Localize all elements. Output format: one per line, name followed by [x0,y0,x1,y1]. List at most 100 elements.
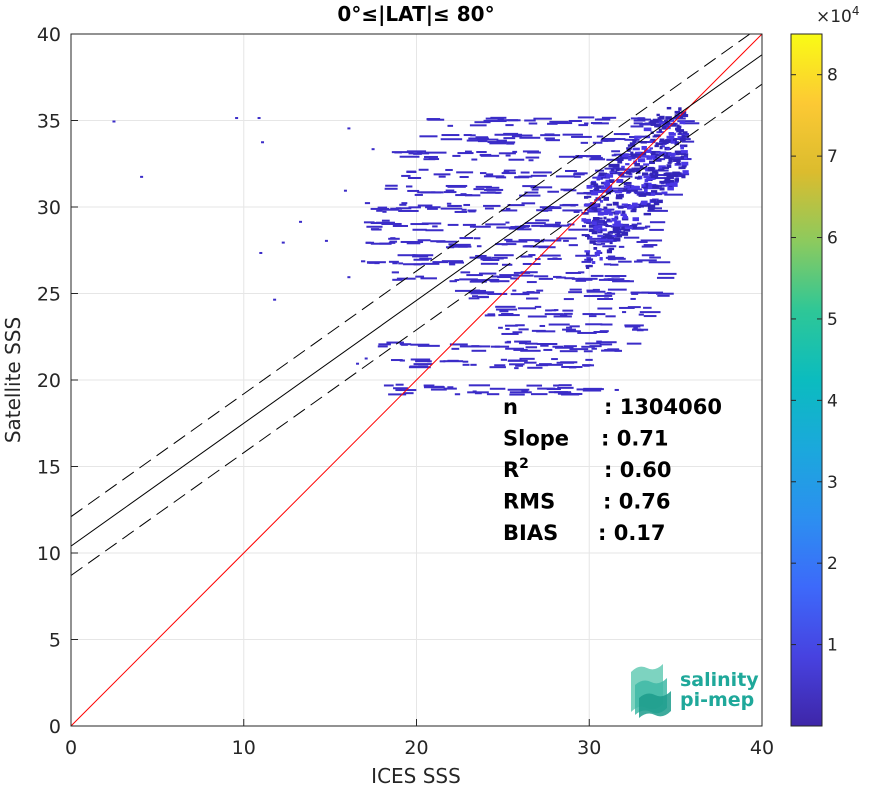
density-mark [662,167,669,170]
density-mark [591,313,606,316]
density-mark [469,225,475,228]
density-mark [664,180,671,184]
density-mark [677,125,682,129]
density-mark [477,295,489,298]
stat-value: : 0.60 [604,458,672,482]
density-mark [412,228,427,231]
density-mark [469,124,487,127]
density-mark [648,192,656,196]
density-mark [632,185,640,190]
density-mark [473,237,481,240]
density-mark [562,209,583,212]
density-mark [610,234,617,237]
density-mark [601,349,620,352]
density-mark [641,145,647,150]
density-mark [536,330,556,333]
density-mark [484,207,494,210]
density-mark [681,140,695,143]
density-mark [633,326,638,329]
density-mark [616,157,636,160]
density-mark [628,168,635,173]
density-mark [650,199,656,202]
density-mark [608,247,615,251]
density-mark [447,386,454,389]
density-mark [629,204,634,209]
density-mark [610,263,619,266]
density-mark [631,227,645,230]
density-mark [631,292,639,295]
density-mark [526,297,539,300]
density-mark [643,163,650,166]
density-mark [639,123,662,126]
density-mark [554,391,572,394]
density-mark [473,225,491,228]
density-mark [486,278,500,281]
density-mark [632,202,638,207]
density-mark [501,332,519,335]
density-mark [543,363,563,366]
density-mark [513,271,531,274]
density-mark [536,343,558,346]
density-mark [324,239,328,242]
density-mark [474,121,491,124]
density-mark [583,195,589,199]
density-mark [605,256,624,259]
density-mark [413,258,429,261]
density-mark [621,231,629,236]
fit-lines [71,34,762,726]
density-mark [494,254,514,257]
colorbar-tick-label: 5 [827,310,838,330]
density-mark [599,257,603,261]
density-mark [484,314,496,317]
density-mark [681,161,689,166]
density-mark [489,366,506,369]
density-mark [363,221,375,224]
density-mark [630,210,637,213]
density-mark [382,210,387,213]
density-mark [648,207,655,211]
density-mark [592,226,597,230]
density-mark [508,227,524,230]
x-tick-label: 40 [750,737,774,759]
density-mark [582,364,595,367]
density-mark [608,258,616,261]
density-mark [480,258,493,261]
density-mark [563,189,577,192]
density-mark [668,158,673,163]
density-mark [658,117,665,120]
density-mark [677,120,695,123]
density-mark [449,343,468,346]
density-mark [603,208,611,213]
density-mark [656,276,675,279]
density-mark [616,157,624,162]
density-mark [652,184,658,187]
density-mark [491,280,510,283]
density-mark [494,345,510,348]
density-mark [596,243,602,246]
density-mark [535,364,549,367]
density-mark [424,155,438,158]
density-mark [656,199,663,204]
density-mark [625,181,632,185]
density-mark [419,135,438,138]
density-mark [449,280,458,283]
density-mark [527,366,543,369]
density-mark [467,209,477,212]
density-mark [683,122,700,125]
density-mark [496,226,513,229]
density-mark [410,223,429,226]
x-tick-label: 10 [232,737,256,759]
density-mark [540,254,561,257]
density-mark [588,315,597,318]
density-mark [609,170,616,173]
density-mark [583,350,593,353]
density-mark [607,288,627,291]
density-mark [604,167,625,170]
density-mark [674,150,682,154]
density-mark [609,241,613,245]
density-mark [530,174,547,177]
density-mark [606,292,612,295]
density-mark [531,188,539,191]
density-mark [443,387,457,390]
density-mark [432,225,438,228]
